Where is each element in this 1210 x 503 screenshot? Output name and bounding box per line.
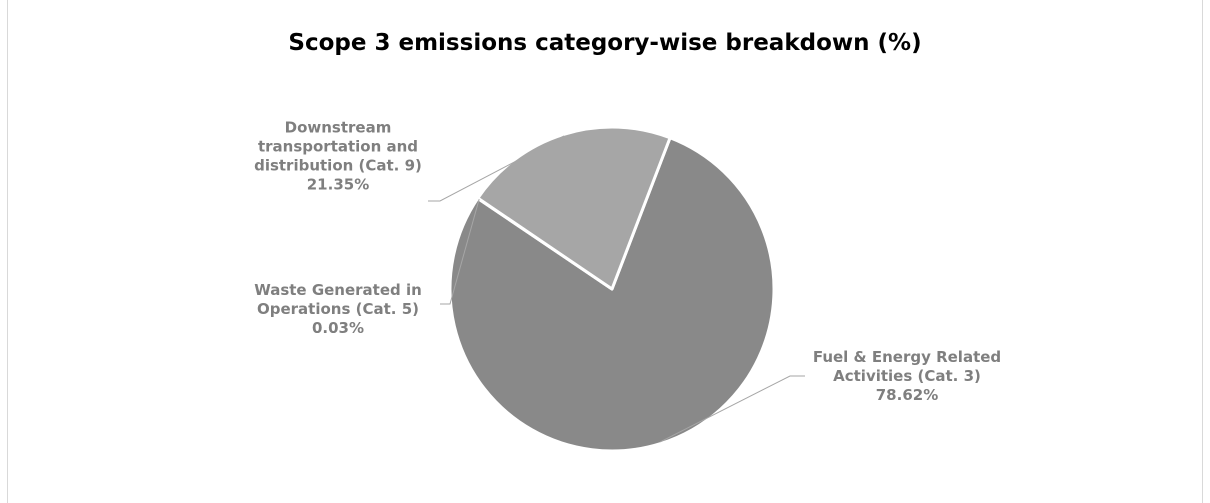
pie-slice-fuel-and-energy-related-activities-cat-3 bbox=[448, 136, 776, 453]
data-label-fuel-and-energy-related-activities-cat-3: Fuel & Energy Related Activities (Cat. 3)… bbox=[813, 348, 1001, 404]
data-label-category-line: Fuel & Energy Related bbox=[813, 348, 1001, 366]
data-label-category-line: Downstream bbox=[285, 119, 392, 137]
leader-line-downstream-transportation-and-distribution-cat-9 bbox=[428, 135, 565, 202]
data-labels: Fuel & Energy Related Activities (Cat. 3)… bbox=[254, 119, 1001, 405]
leader-line-fuel-and-energy-related-activities-cat-3 bbox=[659, 375, 805, 443]
pie-slices bbox=[448, 125, 776, 453]
data-label-value: 21.35% bbox=[307, 176, 369, 194]
leader-lines bbox=[428, 135, 805, 443]
data-label-value: 0.03% bbox=[312, 319, 364, 337]
data-label-downstream-transportation-and-distribution-cat-9: Downstream transportation and distribution… bbox=[254, 119, 422, 194]
data-label-category-line: Operations (Cat. 5) bbox=[257, 300, 419, 318]
chart-title: Scope 3 emissions category-wise breakdow… bbox=[288, 30, 922, 56]
data-label-category-line: transportation and bbox=[258, 138, 418, 156]
leader-line-waste-generated-in-operations-cat-5 bbox=[440, 198, 480, 305]
data-label-category-line: Waste Generated in bbox=[254, 281, 422, 299]
data-label-category-line: Activities (Cat. 3) bbox=[833, 367, 981, 385]
pie-slice-downstream-transportation-and-distribution-cat-9 bbox=[476, 125, 672, 291]
data-label-category-line: distribution (Cat. 9) bbox=[254, 157, 422, 175]
data-label-waste-generated-in-operations-cat-5: Waste Generated in Operations (Cat. 5) 0.0… bbox=[254, 281, 422, 337]
data-label-value: 78.62% bbox=[876, 386, 938, 404]
